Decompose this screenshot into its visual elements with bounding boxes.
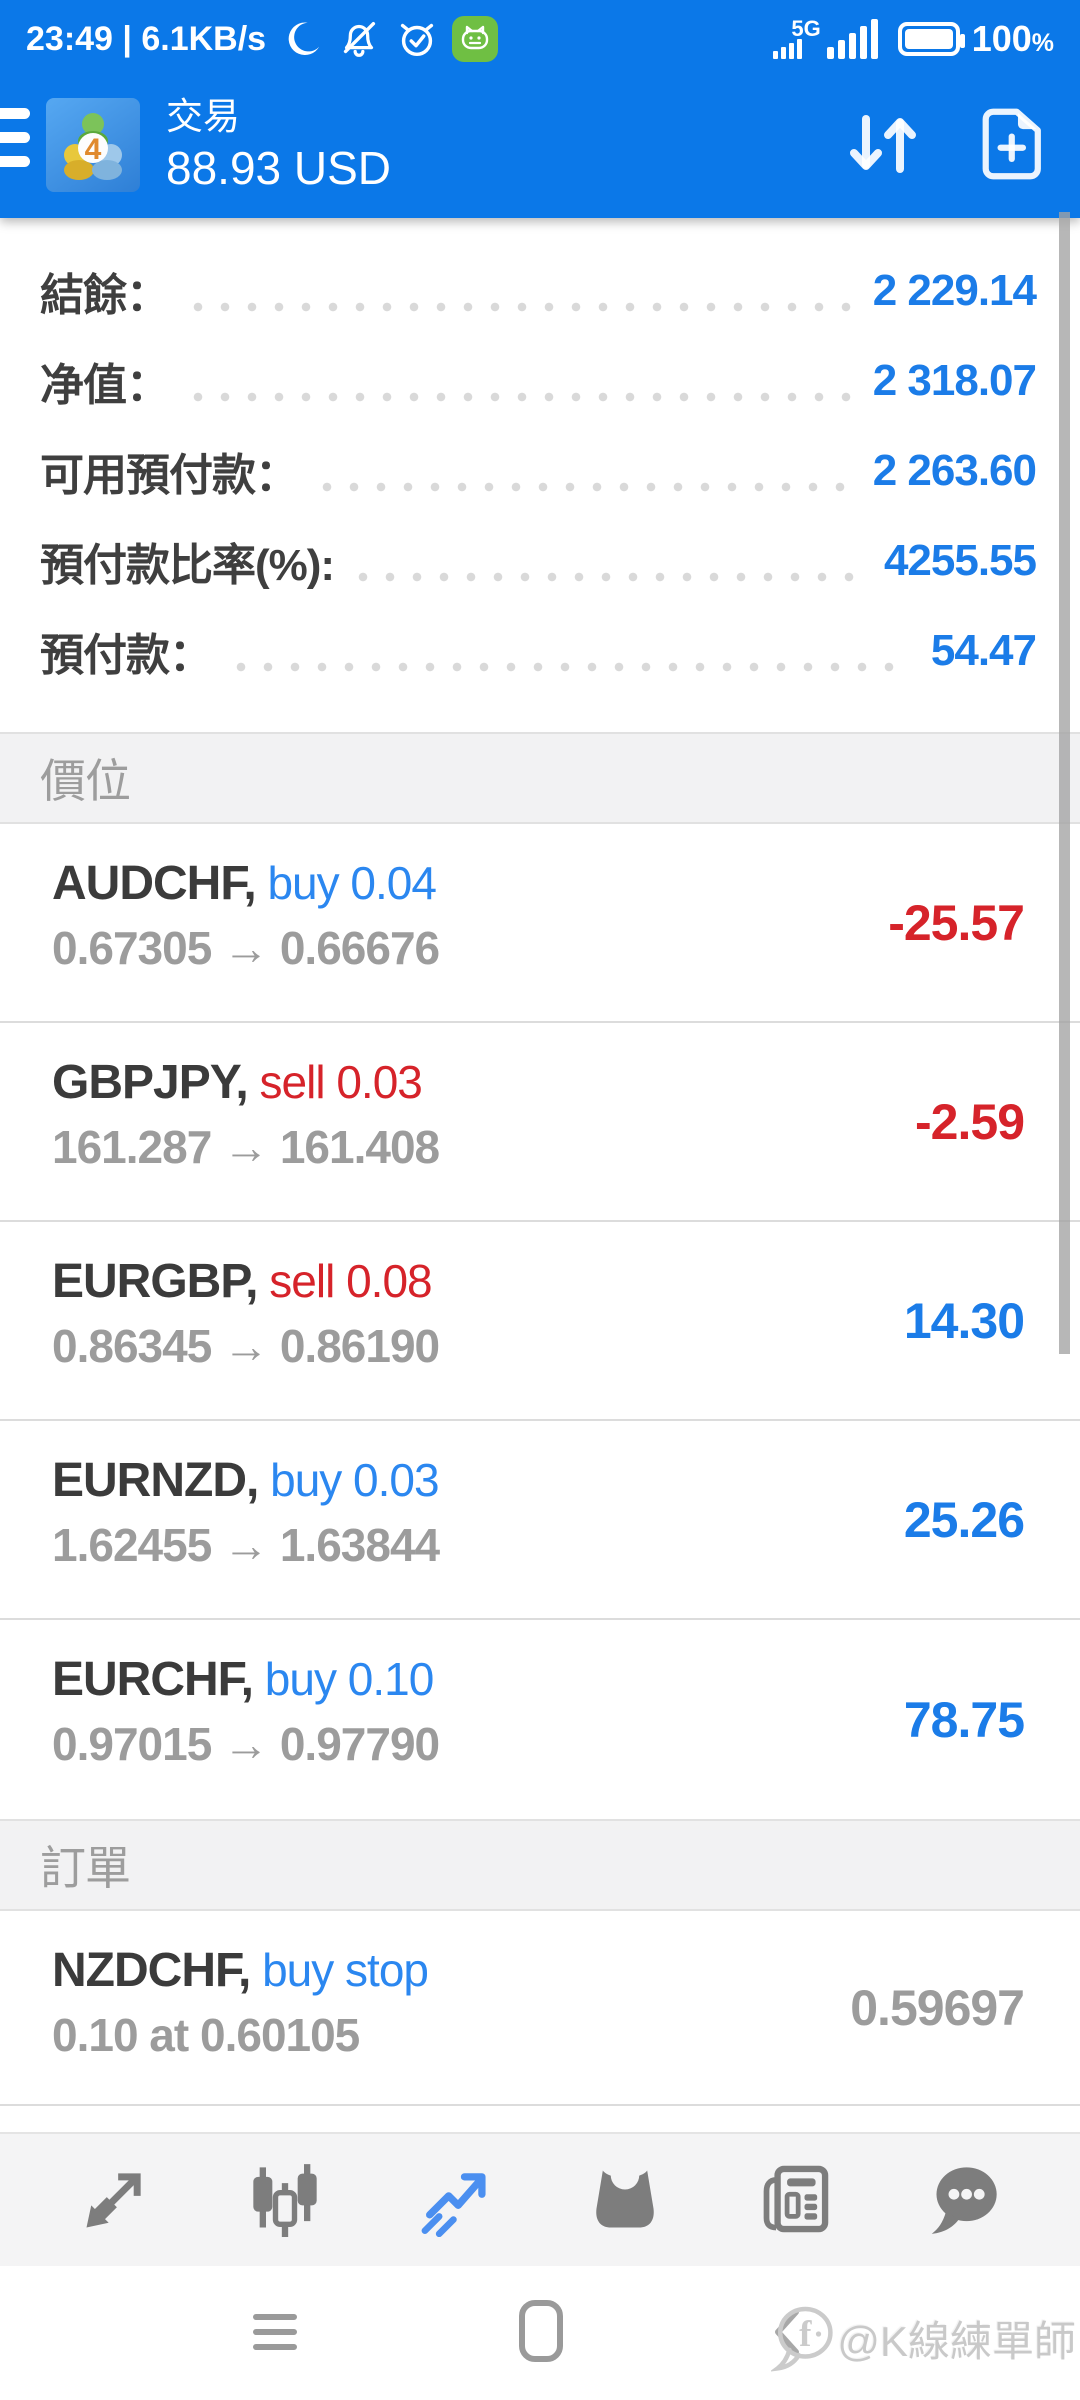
position-operation: sell 0.08	[269, 1255, 432, 1307]
account-summary: 結餘： 2 229.14 净值： 2 318.07 可用預付款： 2 263.6…	[0, 218, 1080, 700]
position-operation: buy 0.10	[264, 1653, 434, 1705]
section-label: 價位	[40, 755, 131, 807]
summary-row-equity: 净值： 2 318.07	[40, 336, 1037, 426]
bell-muted-icon	[343, 21, 376, 57]
signal-big-bars	[826, 19, 878, 59]
position-profit: 78.75	[903, 1691, 1025, 1748]
position-profit: 14.30	[903, 1292, 1025, 1349]
history-tab-icon[interactable]	[587, 2160, 663, 2240]
signal-mini-bars	[773, 39, 803, 59]
trade-tab-icon-active[interactable]	[417, 2161, 493, 2240]
position-profit: -2.59	[915, 1093, 1025, 1150]
network-type-label: 5G	[791, 16, 821, 41]
position-prices: 0.86345 → 0.86190	[52, 1320, 440, 1372]
status-left: 23:49 | 6.1KB/s	[26, 16, 499, 62]
spacer	[0, 2106, 1080, 2132]
order-row-nzdchf[interactable]: NZDCHF, buy stop 0.10 at 0.60105 0.59697	[0, 1911, 1080, 2106]
position-row-eurgbp[interactable]: EURGBP, sell 0.08 0.86345 → 0.86190 14.3…	[0, 1222, 1080, 1421]
order-operation: buy stop	[262, 1944, 429, 1996]
account-balance-subtitle: 88.93 USD	[166, 142, 392, 194]
dotted-leader	[193, 392, 853, 402]
summary-value: 54.47	[930, 626, 1037, 675]
summary-value: 2 318.07	[872, 356, 1037, 405]
summary-value: 2 229.14	[872, 266, 1037, 315]
summary-label: 可用預付款：	[40, 451, 299, 500]
position-symbol: EURNZD,	[52, 1454, 259, 1507]
position-symbol: EURCHF,	[52, 1653, 254, 1706]
menu-button[interactable]	[0, 108, 30, 167]
position-symbol: GBPJPY,	[52, 1056, 249, 1109]
position-operation: buy 0.03	[270, 1454, 439, 1506]
dotted-leader	[358, 572, 864, 582]
order-symbol: NZDCHF,	[52, 1944, 251, 1997]
signal-icon: 5G	[773, 16, 878, 59]
home-button[interactable]	[519, 2300, 563, 2362]
battery-icon	[897, 22, 965, 56]
alarm-clock-icon	[400, 23, 434, 57]
position-operation: sell 0.03	[259, 1056, 423, 1108]
status-time-speed: 23:49 | 6.1KB/s	[26, 19, 267, 58]
app-header: 4 交易 88.93 USD	[0, 72, 1080, 218]
order-current-price: 0.59697	[850, 1979, 1025, 2036]
positions-section-header: 價位	[0, 732, 1080, 824]
position-row-audchf[interactable]: AUDCHF, buy 0.04 0.67305 → 0.66676 -25.5…	[0, 824, 1080, 1023]
summary-row-margin-level: 預付款比率(%): 4255.55	[40, 516, 1037, 606]
dotted-leader	[193, 302, 853, 312]
bottom-toolbar	[0, 2132, 1080, 2266]
svg-text:4: 4	[85, 133, 102, 166]
position-symbol: EURGBP,	[52, 1255, 259, 1308]
battery-percent: 100%	[971, 18, 1054, 59]
position-row-gbpjpy[interactable]: GBPJPY, sell 0.03 161.287 → 161.408 -2.5…	[0, 1023, 1080, 1222]
position-operation: buy 0.04	[267, 857, 436, 909]
summary-row-balance: 結餘： 2 229.14	[40, 246, 1037, 336]
summary-value: 2 263.60	[872, 446, 1037, 495]
sort-button[interactable]	[844, 111, 924, 180]
green-app-status-icon	[452, 16, 499, 62]
position-row-eurnzd[interactable]: EURNZD, buy 0.03 1.62455 → 1.63844 25.26	[0, 1421, 1080, 1620]
facebook-bubble-icon: f	[771, 2306, 833, 2372]
position-prices: 0.97015 → 0.97790	[52, 1718, 440, 1770]
summary-row-margin: 預付款： 54.47	[40, 606, 1037, 696]
svg-text:f: f	[800, 2313, 813, 2354]
scrollbar-thumb[interactable]	[1059, 212, 1070, 1354]
position-prices: 161.287 → 161.408	[52, 1121, 440, 1173]
charts-tab-icon[interactable]	[247, 2161, 323, 2240]
position-row-eurchf[interactable]: EURCHF, buy 0.10 0.97015 → 0.97790 78.75	[0, 1620, 1080, 1819]
new-order-button[interactable]	[982, 108, 1044, 183]
status-bar: 23:49 | 6.1KB/s	[0, 0, 1080, 72]
spacer	[0, 700, 1080, 732]
moon-icon	[288, 22, 320, 56]
orders-section-header: 訂單	[0, 1819, 1080, 1911]
header-actions	[844, 108, 1044, 183]
mt4-app-icon: 4	[46, 98, 140, 192]
messages-tab-icon[interactable]	[927, 2161, 1003, 2240]
summary-value: 4255.55	[883, 536, 1037, 585]
position-profit: 25.26	[903, 1491, 1025, 1548]
watermark-text: @K線練單師	[837, 2317, 1076, 2365]
watermark: f @K線練單師	[771, 2302, 1076, 2374]
android-navigation-bar: f @K線練單師	[0, 2266, 1080, 2400]
position-symbol: AUDCHF,	[52, 857, 257, 910]
summary-label: 結餘：	[40, 271, 170, 320]
dotted-leader	[236, 662, 911, 672]
section-label: 訂單	[40, 1842, 131, 1894]
header-titles: 交易 88.93 USD	[166, 96, 391, 194]
recents-button[interactable]	[253, 2314, 297, 2350]
position-prices: 0.67305 → 0.66676	[52, 922, 440, 974]
top-app-bar: 23:49 | 6.1KB/s	[0, 0, 1080, 218]
position-prices: 1.62455 → 1.63844	[52, 1519, 440, 1571]
page-title: 交易	[166, 96, 240, 137]
summary-label: 預付款：	[40, 631, 213, 680]
quotes-tab-icon[interactable]	[77, 2161, 153, 2240]
summary-label: 净值：	[40, 361, 170, 410]
summary-row-free-margin: 可用預付款： 2 263.60	[40, 426, 1037, 516]
news-tab-icon[interactable]	[757, 2161, 833, 2240]
status-right: 5G 100%	[773, 18, 1054, 60]
position-profit: -25.57	[888, 894, 1025, 951]
back-button[interactable]	[770, 2306, 804, 2363]
order-detail: 0.10 at 0.60105	[52, 2009, 360, 2061]
dotted-leader	[322, 482, 853, 492]
summary-label: 預付款比率(%):	[40, 541, 335, 590]
